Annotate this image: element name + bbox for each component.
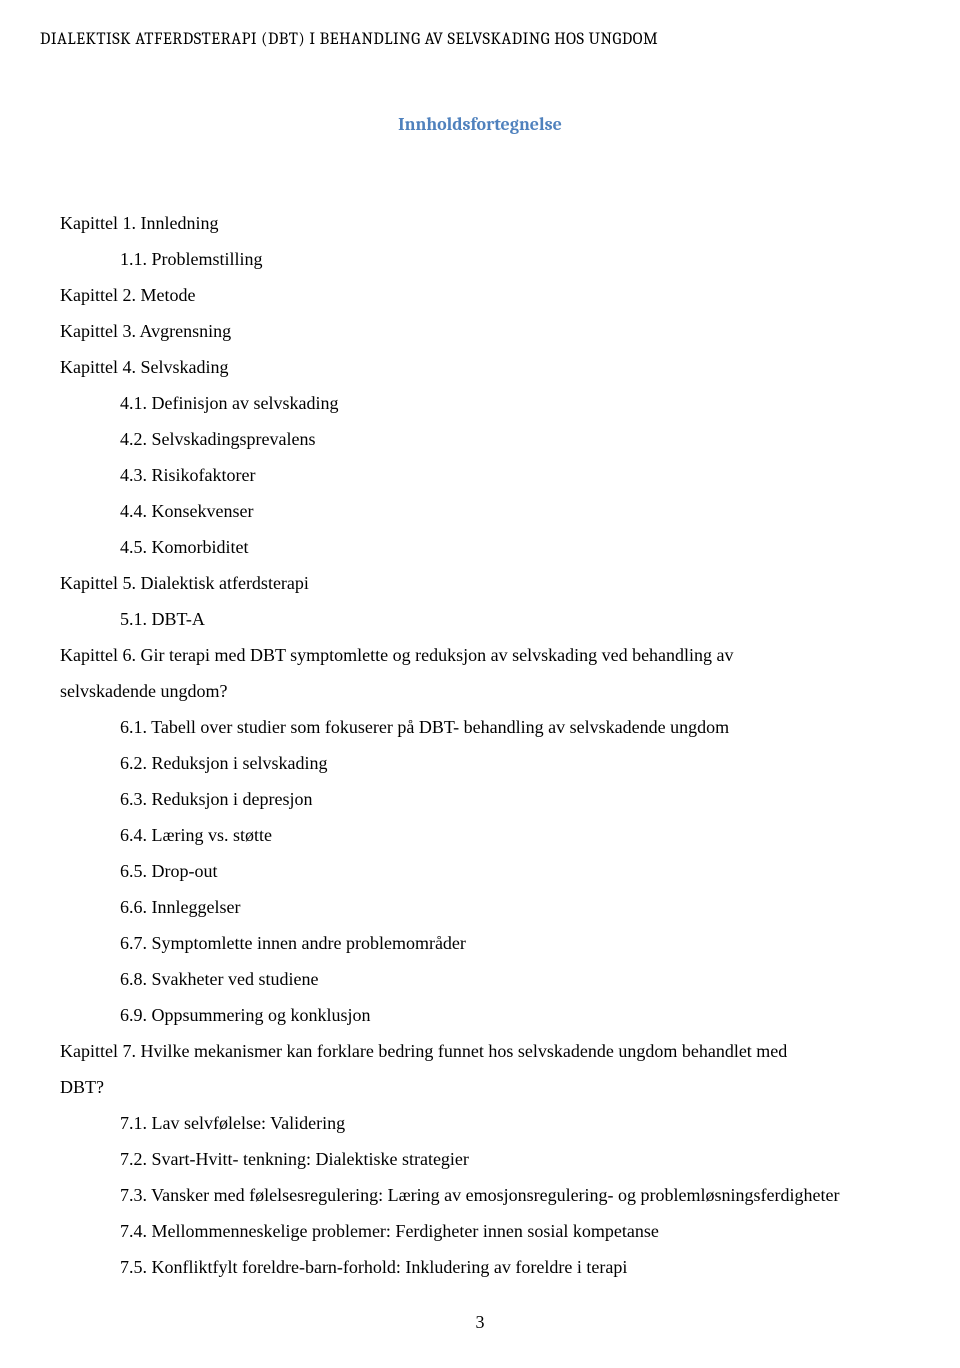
toc-entry: 6.4. Læring vs. støtte bbox=[120, 817, 920, 853]
toc-entry: 6.5. Drop-out bbox=[120, 853, 920, 889]
toc-entry: Kapittel 5. Dialektisk atferdsterapi bbox=[60, 565, 920, 601]
toc-entry: Kapittel 3. Avgrensning bbox=[60, 313, 920, 349]
toc-entry: 6.6. Innleggelser bbox=[120, 889, 920, 925]
toc-entry: 6.7. Symptomlette innen andre problemomr… bbox=[120, 925, 920, 961]
toc-entry: 6.1. Tabell over studier som fokuserer p… bbox=[120, 709, 920, 745]
toc-entry: 7.2. Svart-Hvitt- tenkning: Dialektiske … bbox=[120, 1141, 920, 1177]
page-number: 3 bbox=[0, 1312, 960, 1333]
toc-entry: 4.2. Selvskadingsprevalens bbox=[120, 421, 920, 457]
toc-entry: DBT? bbox=[60, 1069, 920, 1105]
toc-entry: 4.1. Definisjon av selvskading bbox=[120, 385, 920, 421]
toc-entry: 7.4. Mellommenneskelige problemer: Ferdi… bbox=[120, 1213, 920, 1249]
toc-entry: 6.2. Reduksjon i selvskading bbox=[120, 745, 920, 781]
toc-entry: 7.1. Lav selvfølelse: Validering bbox=[120, 1105, 920, 1141]
page-title: Innholdsfortegnelse bbox=[40, 114, 920, 135]
toc-entry: 4.5. Komorbiditet bbox=[120, 529, 920, 565]
toc-entry: 7.3. Vansker med følelsesregulering: Lær… bbox=[120, 1177, 920, 1213]
toc-entry: 4.3. Risikofaktorer bbox=[120, 457, 920, 493]
toc-entry: 4.4. Konsekvenser bbox=[120, 493, 920, 529]
toc-entry: selvskadende ungdom? bbox=[60, 673, 920, 709]
toc-entry: 7.5. Konfliktfylt foreldre-barn-forhold:… bbox=[120, 1249, 920, 1285]
toc-entry: Kapittel 1. Innledning bbox=[60, 205, 920, 241]
toc-entry: Kapittel 6. Gir terapi med DBT symptomle… bbox=[60, 637, 920, 673]
toc-entry: Kapittel 4. Selvskading bbox=[60, 349, 920, 385]
toc-entry: 6.8. Svakheter ved studiene bbox=[120, 961, 920, 997]
toc-entry: 1.1. Problemstilling bbox=[120, 241, 920, 277]
toc-entry: 6.9. Oppsummering og konklusjon bbox=[120, 997, 920, 1033]
toc-entry: 5.1. DBT-A bbox=[120, 601, 920, 637]
toc-entry: Kapittel 2. Metode bbox=[60, 277, 920, 313]
toc-content: Kapittel 1. Innledning1.1. Problemstilli… bbox=[40, 205, 920, 1285]
running-header: DIALEKTISK ATFERDSTERAPI (DBT) I BEHANDL… bbox=[40, 30, 920, 49]
toc-entry: 6.3. Reduksjon i depresjon bbox=[120, 781, 920, 817]
toc-entry: Kapittel 7. Hvilke mekanismer kan forkla… bbox=[60, 1033, 920, 1069]
